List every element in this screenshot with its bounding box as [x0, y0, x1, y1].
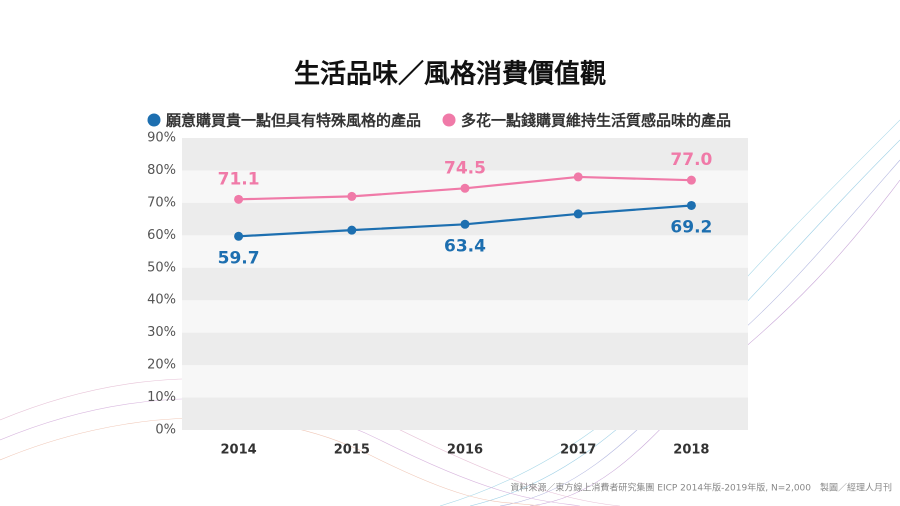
data-point	[234, 231, 244, 241]
source: 資料來源／東方線上消費者研究集團 EICP 2014年版-2019年版, N=2…	[510, 482, 892, 494]
x-tick-label: 2015	[334, 443, 370, 458]
grid-band	[182, 397, 748, 430]
grid-band	[182, 267, 748, 301]
x-tick-label: 2018	[673, 443, 709, 458]
data-point	[460, 219, 470, 229]
data-point	[347, 191, 357, 201]
value-label: 74.5	[444, 158, 486, 178]
x-tick-label: 2017	[560, 443, 596, 458]
data-point	[573, 172, 583, 182]
grid-band	[182, 332, 748, 366]
data-point	[234, 194, 244, 204]
y-tick-label: 10%	[147, 390, 176, 405]
legend-marker	[442, 113, 456, 127]
grid-band	[182, 138, 748, 171]
y-tick-label: 90%	[147, 131, 176, 146]
data-point	[573, 209, 583, 219]
y-tick-label: 60%	[147, 228, 176, 243]
x-tick-label: 2014	[221, 443, 257, 458]
legend-marker	[147, 113, 161, 127]
value-label: 71.1	[218, 169, 260, 189]
data-point	[347, 225, 357, 235]
data-point	[686, 200, 696, 210]
value-label: 69.2	[670, 217, 712, 237]
y-tick-label: 50%	[147, 260, 176, 275]
data-point	[460, 183, 470, 193]
y-tick-label: 70%	[147, 195, 176, 210]
chart-title: 生活品味／風格消費價值觀	[294, 59, 606, 90]
y-tick-label: 40%	[147, 293, 176, 308]
y-tick-label: 30%	[147, 325, 176, 340]
y-tick-label: 80%	[147, 163, 176, 178]
data-point	[686, 175, 696, 185]
legend-label: 願意購買貴一點但具有特殊風格的產品	[166, 112, 421, 130]
y-tick-label: 0%	[155, 423, 176, 438]
x-tick-label: 2016	[447, 443, 483, 458]
legend-label: 多花一點錢購買維持生活質感品味的產品	[461, 112, 731, 130]
value-label: 77.0	[670, 150, 712, 170]
y-tick-label: 20%	[147, 358, 176, 373]
value-label: 63.4	[444, 236, 486, 256]
value-label: 59.7	[218, 248, 260, 268]
